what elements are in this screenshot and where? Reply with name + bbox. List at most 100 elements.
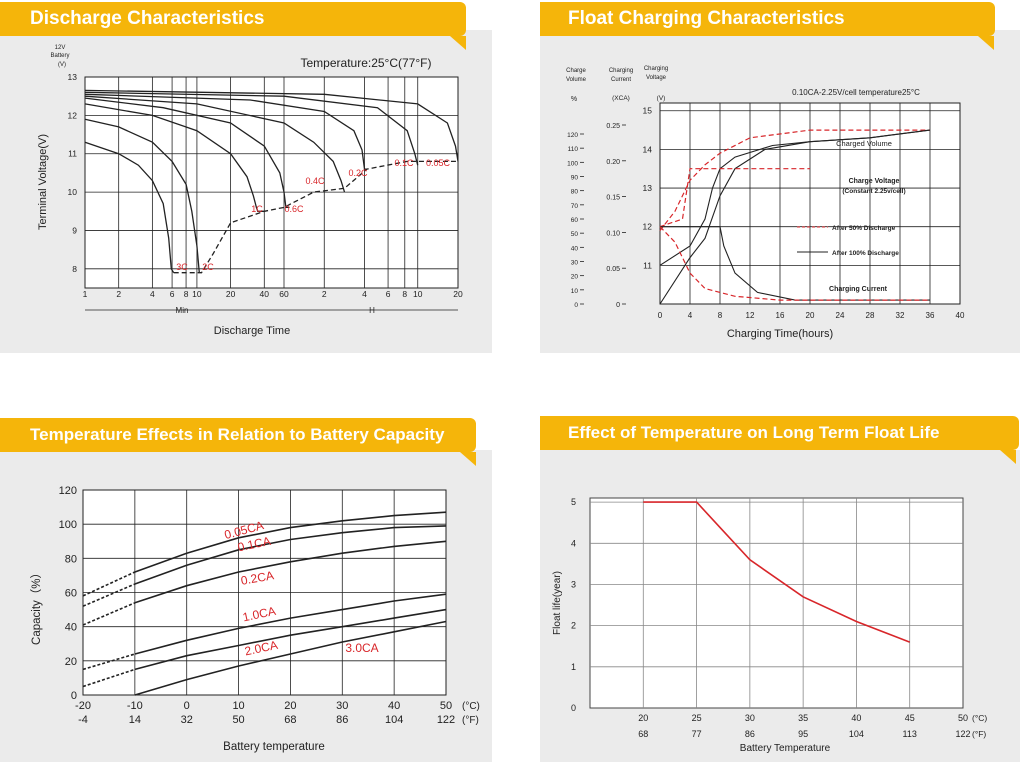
temp-unit-f: (°F): [462, 715, 479, 726]
discharge-xtick-label: 20: [453, 289, 463, 299]
temp-ytick: 120: [59, 485, 77, 497]
discharge-ytick-label: 9: [72, 225, 77, 235]
temp-series-label: 1.0CA: [241, 604, 277, 625]
discharge-banner-tail: [450, 36, 466, 50]
float-voltage-tick: 15: [643, 106, 653, 116]
temp-xtick-c: 10: [232, 700, 244, 712]
float-current-tick: 0.10: [606, 230, 620, 237]
discharge-xtick-label: 8: [184, 289, 189, 299]
float-volume-tick: 50: [571, 231, 579, 238]
float-volume-tick: 110: [568, 146, 579, 153]
float-xtick-label: 20: [806, 311, 815, 320]
temp-ytick: 40: [65, 622, 77, 634]
float-volume-tick: 120: [567, 132, 578, 139]
life-xtick-f: 68: [638, 729, 648, 739]
temp-ytick: 80: [65, 553, 77, 565]
discharge-yunit-label: 12V: [55, 45, 66, 51]
float-current-tick: 0.25: [606, 123, 620, 130]
discharge-series-label: 3C: [176, 262, 188, 272]
discharge-xtick-label: 4: [362, 289, 367, 299]
float-voltage-tick: 12: [643, 222, 653, 232]
discharge-xtick-label: 1: [83, 289, 88, 299]
life-xtick-f: 104: [849, 729, 864, 739]
discharge-series-line: [84, 103, 265, 212]
discharge-xtick-label: 8: [402, 289, 407, 299]
temp-xtick-f: 32: [181, 714, 193, 726]
discharge-yunit-label: (V): [58, 62, 66, 68]
float-xtick-label: 32: [896, 311, 905, 320]
float-charged-volume-label: Charged Volume: [836, 139, 892, 148]
temp-xtick-c: -10: [127, 700, 143, 712]
discharge-yunit-label: Battery: [50, 53, 69, 59]
discharge-xtick-label: 4: [150, 289, 155, 299]
float-xtick-label: 16: [776, 311, 785, 320]
float-volume-tick: 100: [567, 160, 578, 167]
temp-xtick-f: 86: [336, 714, 348, 726]
float-volume-header: Volume: [566, 77, 587, 83]
float-volume-tick: 80: [571, 189, 579, 196]
temp-series-line: [134, 608, 447, 671]
temp-series-dashed: [82, 668, 136, 688]
temp-series-label: 0.2CA: [240, 568, 275, 588]
discharge-series-label: 0.1C: [394, 158, 414, 168]
float-volume-tick: 30: [571, 260, 579, 267]
temp-series-dashed: [82, 653, 136, 671]
temp-series-label: 3.0CA: [345, 641, 378, 655]
life-ytick: 5: [571, 497, 576, 507]
temp-xtick-c: 50: [440, 700, 452, 712]
life-xtick-c: 30: [745, 713, 755, 723]
discharge-ytick-label: 11: [68, 149, 77, 159]
float-xtick-label: 36: [926, 311, 935, 320]
discharge-cutoff-line: [173, 160, 458, 274]
temp-xtick-c: 20: [284, 700, 296, 712]
float-banner-tail: [978, 36, 994, 50]
float-charge-voltage-sub: (Constant 2.25v/cell): [842, 188, 905, 195]
float-volume-header: %: [571, 96, 577, 103]
float-legend-dashed-label: After 50% Discharge: [832, 225, 896, 232]
life-banner: Effect of Temperature on Long Term Float…: [540, 416, 1019, 450]
life-xtick-f: 122: [955, 729, 970, 739]
life-xtick-f: 113: [903, 729, 917, 739]
float-charging-current-label: Charging Current: [829, 286, 888, 293]
discharge-title: Discharge Characteristics: [30, 8, 265, 29]
temp-banner: Temperature Effects in Relation to Batte…: [0, 418, 476, 452]
life-xtick-f: 77: [692, 729, 702, 739]
temp-series-dashed: [82, 602, 136, 626]
life-title: Effect of Temperature on Long Term Float…: [568, 423, 940, 442]
float-series-line: [659, 129, 931, 305]
temp-xtick-c: 40: [388, 700, 400, 712]
discharge-series-line: [84, 89, 459, 162]
float-xtick-label: 28: [866, 311, 875, 320]
temp-xtick-c: -20: [75, 700, 91, 712]
discharge-series-line: [84, 118, 200, 273]
float-current-header: Charging: [609, 68, 633, 74]
life-xtick-c: 50: [958, 713, 968, 723]
discharge-series-label: 0.2C: [348, 168, 368, 178]
float-volume-tick: 0: [574, 302, 578, 309]
float-series-line: [659, 226, 930, 301]
float-banner: Float Charging Characteristics: [540, 2, 995, 36]
float-voltage-tick: 14: [643, 144, 653, 154]
discharge-xtick-label: 2: [116, 289, 121, 299]
float-xtick-label: 12: [746, 311, 755, 320]
life-ytick: 4: [571, 538, 576, 548]
temp-xtick-f: 50: [232, 714, 244, 726]
temp-xtick-f: 104: [385, 714, 403, 726]
life-xtick-c: 35: [798, 713, 808, 723]
life-xtick-c: 20: [638, 713, 648, 723]
discharge-banner: Discharge Characteristics: [0, 2, 466, 36]
temp-series-dashed: [82, 571, 136, 597]
float-series-line: [659, 129, 930, 231]
float-voltage-tick: 11: [643, 260, 652, 270]
float-voltage-tick: 13: [643, 183, 653, 193]
float-xtick-label: 8: [718, 311, 723, 320]
discharge-xtick-label: 6: [170, 289, 175, 299]
temp-xtick-f: 122: [437, 714, 455, 726]
life-banner-tail: [1000, 450, 1016, 464]
float-volume-header: Charge: [566, 68, 586, 74]
discharge-series-line: [84, 95, 346, 193]
